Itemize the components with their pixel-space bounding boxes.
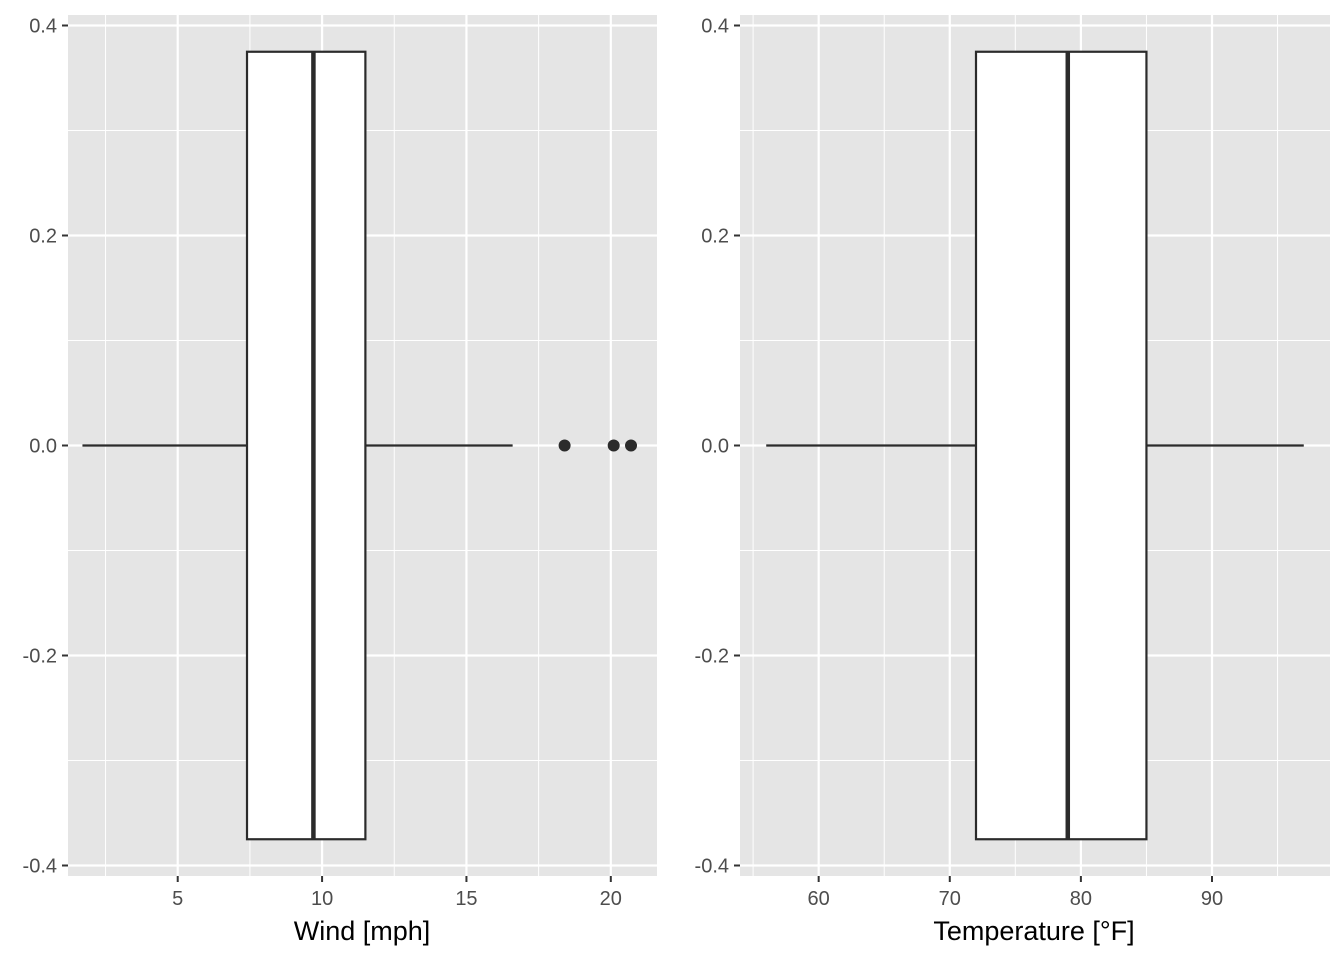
temperature-x-tick-label: 70 (939, 888, 961, 910)
wind-x-tick-label: 10 (311, 888, 333, 910)
temperature-iqr-box (974, 50, 1148, 841)
wind-iqr-box (245, 50, 367, 841)
temperature-x-tick-label: 80 (1070, 888, 1092, 910)
wind-x-tick-label: 20 (600, 888, 622, 910)
temperature-y-tick-label: -0.4 (695, 856, 729, 878)
temperature-y-tick-label: 0.4 (701, 16, 729, 38)
wind-y-tick-label: 0.2 (29, 226, 57, 248)
wind-x-tick-label: 15 (455, 888, 477, 910)
temperature-x-tick-label: 60 (808, 888, 830, 910)
temperature-y-tick-label: 0.0 (701, 436, 729, 458)
wind-x-axis-title: Wind [mph] (294, 916, 431, 946)
wind-boxplot-panel: 0.4 0.2 0.0 -0.2 -0.4 5 10 15 20 Wind [mph] (23, 15, 657, 946)
wind-x-tick-label: 5 (172, 888, 183, 910)
temperature-y-tick-label: -0.2 (695, 646, 729, 668)
temperature-x-axis-title: Temperature [°F] (933, 916, 1134, 946)
wind-outlier-point (558, 439, 571, 452)
wind-y-tick-label: -0.2 (23, 646, 57, 668)
wind-y-tick-label: 0.4 (29, 16, 57, 38)
wind-y-tick-label: -0.4 (23, 856, 57, 878)
temperature-boxplot-panel: 0.4 0.2 0.0 -0.2 -0.4 60 70 80 90 Temperature [°F… (695, 15, 1330, 946)
wind-y-tick-label: 0.0 (29, 436, 57, 458)
wind-outlier-point (607, 439, 620, 452)
temperature-x-tick-label: 90 (1201, 888, 1223, 910)
wind-outlier-point (625, 439, 638, 452)
temperature-y-tick-label: 0.2 (701, 226, 729, 248)
